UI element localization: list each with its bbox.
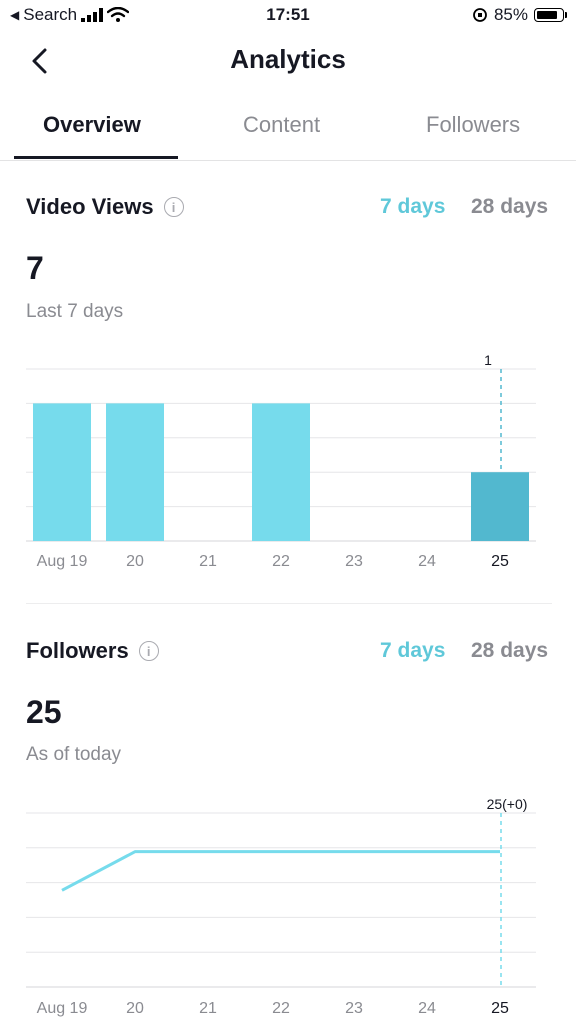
followers-subtitle: As of today (26, 744, 122, 765)
video-views-value: 7 (26, 250, 44, 286)
x-tick-label: 20 (126, 553, 144, 570)
chevron-left-icon (32, 48, 47, 74)
tab-content[interactable]: Content (243, 112, 321, 137)
video-views-subtitle: Last 7 days (26, 301, 124, 322)
x-tick-label: 22 (272, 553, 290, 570)
status-back-label: Search (23, 5, 78, 24)
tab-followers[interactable]: Followers (426, 112, 521, 137)
highlight-value-label: 25(+0) (487, 796, 528, 812)
followers-series-line (61, 850, 500, 892)
video-views-chart: Aug 19 20 21 22 23 24 25 1 (26, 352, 536, 570)
x-tick-label: 22 (272, 1000, 290, 1017)
followers-title: Followers (26, 638, 129, 663)
x-tick-label: Aug 19 (37, 1000, 88, 1017)
followers-value: 25 (26, 694, 62, 730)
followers-chart: Aug 19 20 21 22 23 24 25 25(+0) (26, 796, 536, 1017)
bar (33, 403, 91, 541)
tab-overview[interactable]: Overview (43, 112, 141, 137)
tab-bar: Overview Content Followers (0, 100, 576, 161)
x-tick-label: 23 (345, 1000, 363, 1017)
x-tick-label: Aug 19 (37, 553, 88, 570)
back-triangle-icon: ◀ (10, 8, 20, 22)
wifi-icon (107, 7, 130, 22)
x-tick-label: 24 (418, 1000, 436, 1017)
followers-range-28[interactable]: 28 days (471, 639, 549, 662)
status-bar: ◀ Search 17:51 85% (0, 0, 576, 30)
video-views-header: Video Views i (26, 194, 184, 220)
x-tick-label: 24 (418, 553, 436, 570)
page-title: Analytics (230, 44, 346, 74)
info-icon[interactable]: i (163, 197, 184, 217)
active-tab-indicator (14, 156, 178, 159)
followers-range-7[interactable]: 7 days (380, 639, 446, 662)
highlight-value-label: 1 (484, 352, 492, 368)
video-views-range-7[interactable]: 7 days (380, 195, 446, 218)
status-right: 85% (472, 5, 567, 25)
back-button[interactable] (22, 44, 56, 78)
battery-icon (534, 8, 567, 22)
x-tick-label: 20 (126, 1000, 144, 1017)
bar (471, 472, 529, 541)
orientation-lock-icon (473, 8, 487, 22)
bar (106, 403, 164, 541)
x-tick-label: 23 (345, 553, 363, 570)
video-views-title: Video Views (26, 194, 154, 219)
status-time: 17:51 (266, 5, 310, 24)
x-tick-label: 25 (491, 1000, 509, 1017)
battery-percent: 85% (493, 5, 528, 24)
video-views-range-28[interactable]: 28 days (471, 195, 549, 218)
nav-bar: Analytics (0, 30, 576, 92)
status-back-link[interactable]: ◀ Search (10, 5, 130, 25)
section-divider (26, 603, 552, 604)
bar (252, 403, 310, 541)
signal-icon (81, 8, 104, 22)
info-icon[interactable]: i (138, 641, 159, 661)
followers-header: Followers i (26, 638, 159, 664)
x-tick-label: 25 (491, 553, 509, 570)
x-tick-label: 21 (199, 553, 217, 570)
x-tick-label: 21 (199, 1000, 217, 1017)
